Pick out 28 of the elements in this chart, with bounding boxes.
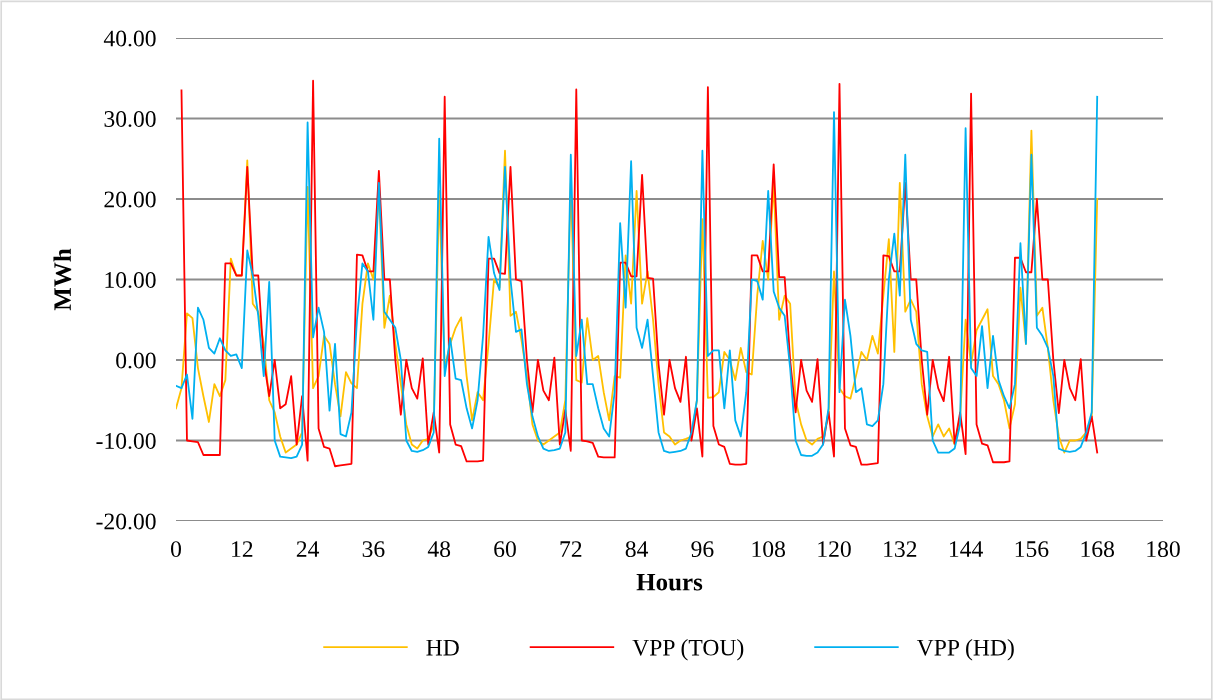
x-tick-label: 36 bbox=[362, 541, 385, 558]
legend-label: HD bbox=[426, 639, 459, 656]
x-tick-label: 144 bbox=[949, 541, 983, 557]
y-tick-label: 10.00 bbox=[105, 271, 156, 289]
x-axis-title: Hours bbox=[636, 573, 703, 591]
x-tick-label: 132 bbox=[884, 541, 917, 558]
x-tick-label: 156 bbox=[1015, 541, 1049, 558]
y-tick-label: 40.00 bbox=[103, 30, 156, 47]
x-tick-label: 12 bbox=[232, 541, 253, 557]
x-tick-label: 108 bbox=[752, 541, 786, 558]
x-tick-label: 168 bbox=[1081, 541, 1115, 558]
x-tick-label: 60 bbox=[494, 541, 516, 558]
x-tick-label: 84 bbox=[625, 541, 649, 558]
x-tick-label: 72 bbox=[560, 541, 582, 557]
x-tick-label: 180 bbox=[1147, 541, 1180, 558]
x-tick-label: 24 bbox=[296, 541, 320, 557]
y-axis-title: MWh bbox=[53, 248, 72, 311]
y-tick-label: 0.00 bbox=[116, 352, 156, 369]
legend-label: VPP (HD) bbox=[916, 638, 1014, 661]
x-tick-label: 96 bbox=[691, 541, 714, 558]
y-tick-label: 30.00 bbox=[104, 110, 156, 128]
y-tick-label: -10.00 bbox=[96, 432, 156, 450]
x-tick-label: 120 bbox=[818, 541, 851, 558]
y-tick-label: -20.00 bbox=[96, 513, 156, 530]
legend-label: VPP (TOU) bbox=[632, 638, 744, 661]
x-tick-label: 0 bbox=[171, 541, 181, 558]
y-tick-label: 20.00 bbox=[104, 191, 156, 208]
x-tick-label: 48 bbox=[427, 541, 451, 558]
